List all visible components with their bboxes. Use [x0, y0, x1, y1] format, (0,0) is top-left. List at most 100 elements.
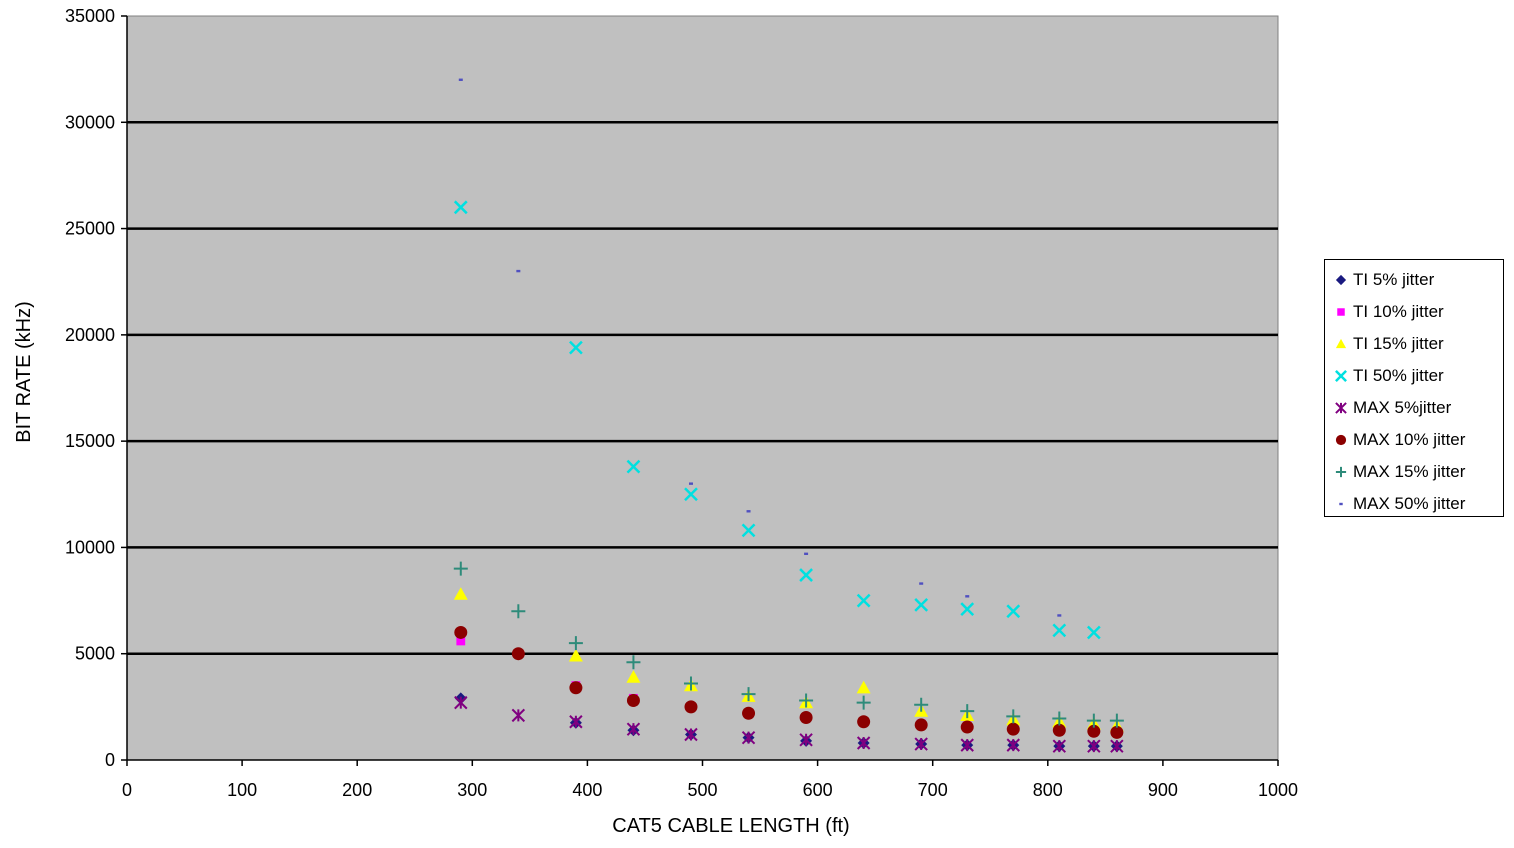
data-point [569, 715, 583, 729]
y-tick-label: 5000 [75, 644, 115, 664]
series-4 [454, 695, 1124, 753]
data-point [684, 727, 698, 742]
legend-item: MAX 15% jitter [1333, 456, 1503, 488]
legend-item: MAX 10% jitter [1333, 424, 1503, 456]
legend-item: MAX 5%jitter [1333, 392, 1503, 424]
x-tick-label: 0 [122, 780, 132, 800]
x-tick-label: 700 [918, 780, 948, 800]
data-point [568, 648, 583, 662]
y-tick-label: 35000 [65, 6, 115, 26]
legend-item: MAX 50% jitter [1333, 488, 1503, 520]
series-3 [453, 200, 1101, 640]
legend-label: TI 5% jitter [1353, 270, 1435, 289]
data-point [856, 695, 871, 710]
data-point [799, 733, 813, 747]
data-point [914, 737, 928, 751]
data-point [856, 680, 871, 694]
legend-marker-shape [1337, 308, 1345, 316]
x-axis-label: CAT5 CABLE LENGTH (ft) [612, 815, 849, 837]
data-point [454, 625, 468, 639]
x-tick-label: 200 [342, 780, 372, 800]
legend-marker-shape [1335, 274, 1347, 286]
legend-marker-shape [1339, 502, 1343, 506]
data-point [1087, 739, 1101, 753]
legend-marker-icon [1333, 464, 1349, 480]
data-point [1110, 739, 1124, 753]
data-points [453, 78, 1124, 753]
x-tick-label: 100 [227, 780, 257, 800]
data-point [1086, 713, 1101, 728]
legend-marker-shape [1335, 338, 1347, 349]
data-point [741, 730, 756, 745]
x-axis-ticks: 0 100 200 300 400 500 600 700 800 900 1000 [122, 760, 1298, 800]
data-point [742, 706, 756, 720]
data-point [960, 602, 975, 616]
legend-marker-icon [1333, 272, 1349, 288]
data-point [458, 78, 463, 81]
y-tick-label: 20000 [65, 325, 115, 345]
x-tick-label: 300 [457, 780, 487, 800]
data-point [568, 636, 583, 651]
gridlines [127, 121, 1278, 655]
data-point [1057, 614, 1062, 617]
data-point [684, 487, 698, 502]
legend-item: TI 50% jitter [1333, 360, 1503, 392]
data-point [1110, 725, 1124, 739]
legend-item: TI 15% jitter [1333, 328, 1503, 360]
legend-label: TI 15% jitter [1353, 334, 1444, 353]
legend-marker-icon [1333, 496, 1349, 512]
legend-label: MAX 5%jitter [1353, 398, 1452, 417]
x-tick-label: 900 [1148, 780, 1178, 800]
legend-marker-icon [1333, 432, 1349, 448]
x-tick-label: 800 [1033, 780, 1063, 800]
x-tick-label: 400 [572, 780, 602, 800]
data-point [856, 736, 871, 750]
data-point [799, 710, 813, 724]
data-point [626, 670, 641, 683]
legend-marker-shape [1335, 434, 1347, 446]
data-point [626, 459, 641, 474]
data-point [1052, 711, 1067, 726]
data-point [456, 636, 466, 646]
legend-label: MAX 50% jitter [1353, 494, 1466, 513]
legend-marker-shape [1335, 370, 1347, 382]
data-point [1087, 724, 1101, 738]
series-7 [458, 78, 1062, 617]
legend-item: TI 10% jitter [1333, 296, 1503, 328]
data-point [856, 593, 871, 608]
data-point [626, 693, 640, 707]
legend-item: TI 5% jitter [1333, 264, 1503, 296]
legend-marker-shape [1335, 466, 1347, 478]
data-point [626, 655, 641, 670]
data-point [688, 482, 693, 485]
y-axis-label: BIT RATE (kHz) [13, 301, 35, 442]
y-tick-label: 15000 [65, 431, 115, 451]
y-tick-label: 10000 [65, 537, 115, 557]
data-point [960, 704, 975, 719]
data-point [683, 676, 698, 691]
legend-marker-icon [1333, 336, 1349, 352]
data-point [746, 510, 751, 513]
y-tick-label: 0 [105, 750, 115, 770]
data-point [1052, 723, 1066, 737]
data-point [804, 552, 809, 556]
series-5 [454, 625, 1124, 739]
legend-label: MAX 15% jitter [1353, 462, 1466, 481]
data-point [799, 568, 813, 582]
data-point [919, 582, 924, 585]
data-point [626, 722, 641, 736]
y-tick-label: 25000 [65, 219, 115, 239]
data-point [516, 269, 521, 273]
data-point [1006, 722, 1020, 736]
data-point [684, 700, 698, 714]
data-point [1006, 738, 1020, 752]
x-tick-label: 500 [687, 780, 717, 800]
data-point [511, 708, 526, 723]
data-point [799, 693, 814, 708]
data-point [511, 647, 525, 661]
legend-marker-icon [1333, 368, 1349, 384]
data-point [1052, 623, 1067, 638]
series-6 [453, 561, 1124, 728]
data-point [453, 561, 468, 576]
